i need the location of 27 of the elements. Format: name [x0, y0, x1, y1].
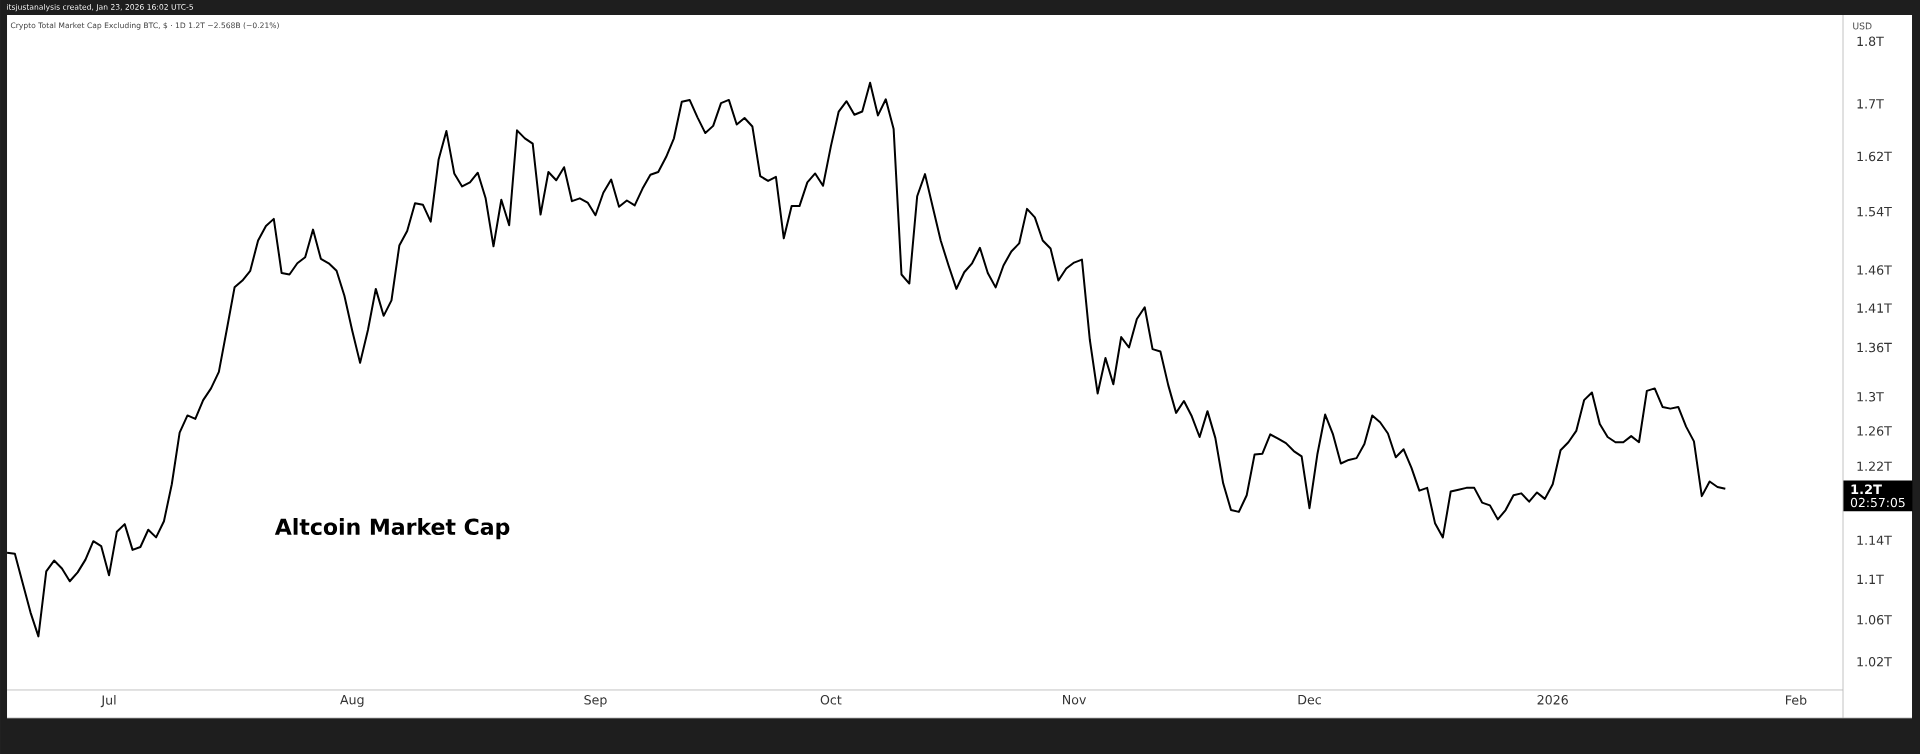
y-tick-label: 1.8T — [1857, 36, 1884, 47]
x-tick-label: Feb — [1786, 695, 1807, 705]
y-tick-label: 1.26T — [1857, 426, 1892, 436]
y-tick-label: 1.7T — [1857, 99, 1884, 109]
y-tick-label: 1.02T — [1857, 657, 1892, 667]
y-tick-label: 1.36T — [1857, 342, 1892, 353]
text: 1.2T — [1851, 484, 1882, 495]
x-tick-label: Aug — [340, 695, 364, 707]
y-tick-label: 1.14T — [1857, 535, 1892, 545]
y-tick-label: 1.1T — [1857, 574, 1884, 584]
y-tick-label: 1.46T — [1857, 265, 1892, 275]
line-series — [7, 81, 1727, 638]
text: Altcoin Market Cap — [274, 518, 510, 540]
x-tick-label: 2026 — [1537, 695, 1568, 705]
y-tick-label: 1.62T — [1857, 151, 1892, 162]
y-axis-title: USD — [1853, 22, 1872, 30]
x-tick-label: Sep — [584, 695, 607, 708]
x-tick-label: Dec — [1298, 695, 1321, 705]
y-tick-label: 1.41T — [1857, 303, 1892, 313]
y-tick-label: 1.06T — [1857, 615, 1892, 625]
x-tick-label: Oct — [820, 695, 842, 705]
y-tick-label: 1.22T — [1857, 461, 1892, 471]
x-tick-label: Jul — [100, 695, 116, 708]
y-tick-label: 1.3T — [1857, 392, 1884, 402]
text: 02:57:05 — [1850, 497, 1905, 508]
x-tick-label: Nov — [1063, 695, 1087, 705]
y-tick-label: 1.54T — [1857, 207, 1892, 217]
